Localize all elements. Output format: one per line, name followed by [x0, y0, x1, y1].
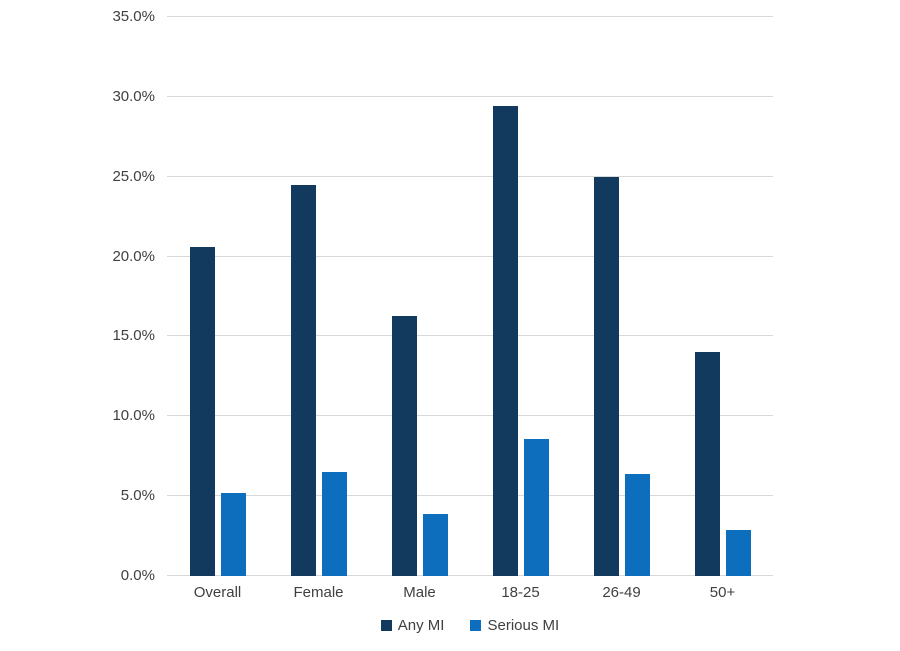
bar-any-mi-18-25: [492, 106, 518, 576]
gridline-10.0%: [167, 415, 773, 417]
bar-any-mi-26-49: [593, 176, 619, 576]
bar-groups: [167, 17, 773, 576]
bar-group-female: [268, 17, 369, 576]
legend-label-serious-mi: Serious MI: [487, 617, 560, 634]
bar-serious-mi-26-49: [624, 473, 650, 576]
bar-group-18-25: [470, 17, 571, 576]
y-tick-label-35.0%: 35.0%: [112, 8, 155, 25]
legend-entry-serious-mi: Serious MI: [470, 617, 559, 634]
x-axis: Overall Female Male 18-25 26-49 50+: [167, 584, 773, 601]
legend-swatch-serious-mi: [470, 620, 482, 631]
legend-label-any-mi: Any MI: [397, 617, 445, 634]
gridline-30.0%: [167, 95, 773, 97]
bar-any-mi-50: [694, 352, 720, 576]
gridline-35.0%: [167, 16, 773, 17]
bar-serious-mi-overall: [220, 492, 246, 576]
gridline-5.0%: [167, 495, 773, 497]
y-tick-label-15.0%: 15.0%: [112, 327, 155, 345]
y-tick-label-30.0%: 30.0%: [112, 87, 155, 105]
legend: Any MI Serious MI: [167, 617, 773, 634]
bar-group-male: [369, 17, 470, 576]
x-tick-label-50: 50+: [709, 584, 736, 601]
bar-any-mi-female: [290, 184, 316, 576]
y-tick-label-25.0%: 25.0%: [112, 167, 155, 185]
bar-any-mi-overall: [189, 247, 215, 576]
legend-swatch-any-mi: [380, 620, 392, 631]
bar-serious-mi-18-25: [523, 438, 549, 576]
y-tick-label-10.0%: 10.0%: [112, 407, 155, 425]
legend-entry-any-mi: Any MI: [380, 617, 445, 634]
bar-any-mi-male: [391, 315, 417, 576]
x-tick-label-female: Female: [293, 584, 344, 601]
plot-area: [167, 16, 773, 576]
y-tick-label-5.0%: 5.0%: [120, 487, 155, 505]
x-tick-label-overall: Overall: [193, 584, 242, 601]
gridline-15.0%: [167, 335, 773, 337]
x-tick-label-26-49: 26-49: [602, 584, 641, 601]
bar-serious-mi-50: [725, 529, 751, 576]
bar-serious-mi-male: [422, 513, 448, 576]
gridline-20.0%: [167, 255, 773, 257]
y-tick-label-0.0%: 0.0%: [120, 567, 155, 584]
gridline-0.0%: [167, 575, 773, 576]
bar-group-50: [672, 17, 773, 576]
bar-serious-mi-female: [321, 472, 347, 576]
bar-group-overall: [167, 17, 268, 576]
y-tick-label-20.0%: 20.0%: [112, 247, 155, 265]
x-tick-label-18-25: 18-25: [501, 584, 540, 601]
gridline-25.0%: [167, 175, 773, 177]
bar-group-26-49: [571, 17, 672, 576]
x-tick-label-male: Male: [403, 584, 436, 601]
